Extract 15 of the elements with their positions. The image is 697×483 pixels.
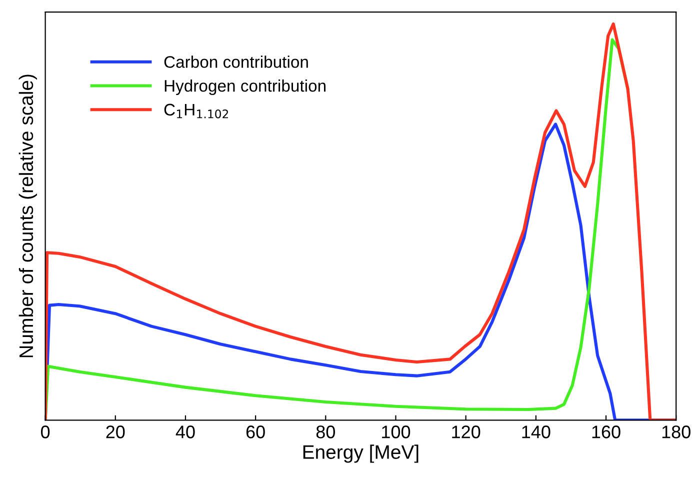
legend-label: Hydrogen contribution [164, 80, 326, 96]
x-tick-label: 140 [522, 426, 550, 438]
x-tick-label: 40 [176, 426, 195, 438]
x-tick-label: 120 [452, 426, 480, 438]
x-tick-label: 100 [382, 426, 410, 438]
x-axis-title: Energy [MeV] [303, 444, 418, 463]
x-tick-label: 60 [246, 426, 265, 438]
x-tick-label: 180 [662, 426, 690, 438]
y-axis-title: Number of counts (relative scale) [18, 74, 37, 358]
legend-label: C$_{1}$H$_{1.102}$ [164, 104, 228, 118]
x-tick-label: 160 [592, 426, 620, 438]
legend-label: Carbon contribution [164, 56, 308, 68]
x-tick-label: 0 [40, 426, 50, 438]
x-tick-label: 80 [316, 426, 335, 438]
x-tick-label: 20 [106, 426, 125, 438]
